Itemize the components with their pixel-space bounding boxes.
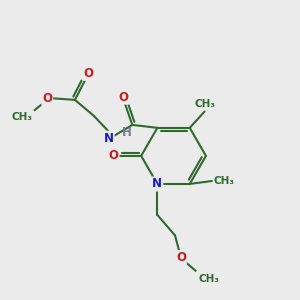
Text: O: O <box>83 67 93 80</box>
Text: N: N <box>152 177 162 190</box>
Text: O: O <box>42 92 52 105</box>
Text: N: N <box>104 132 114 145</box>
Text: O: O <box>118 91 128 104</box>
Text: CH₃: CH₃ <box>11 112 32 122</box>
Text: H: H <box>122 126 131 139</box>
Text: CH₃: CH₃ <box>213 176 234 186</box>
Text: CH₃: CH₃ <box>195 99 216 109</box>
Text: O: O <box>109 149 118 162</box>
Text: CH₃: CH₃ <box>199 274 220 284</box>
Text: O: O <box>176 251 186 264</box>
